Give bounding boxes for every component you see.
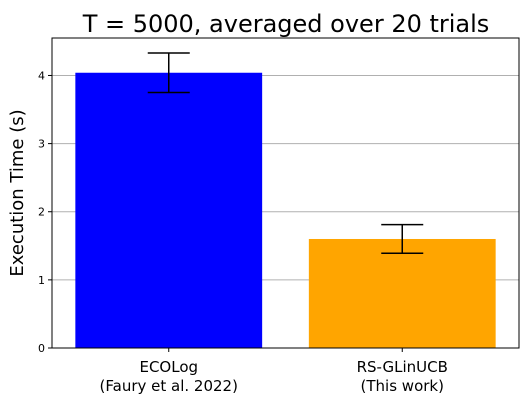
y-tick-label: 1 <box>38 274 45 287</box>
chart-title: T = 5000, averaged over 20 trials <box>82 10 490 38</box>
x-tick-label: ECOLog <box>139 358 198 376</box>
y-tick-label: 2 <box>38 206 45 219</box>
bars <box>75 72 496 348</box>
x-tick-label: RS-GLinUCB <box>357 358 448 376</box>
bar <box>75 72 263 348</box>
x-tick-label: (This work) <box>361 377 444 395</box>
error-bars <box>147 52 424 255</box>
y-axis-label: Execution Time (s) <box>7 109 28 276</box>
bar <box>308 238 496 348</box>
y-tick-label: 4 <box>38 69 45 82</box>
x-ticks: ECOLog(Faury et al. 2022) RS-GLinUCB(This… <box>100 348 448 395</box>
y-ticks: 0 1 2 3 4 <box>38 69 52 355</box>
plot-frame <box>51 37 520 349</box>
x-tick-label: (Faury et al. 2022) <box>100 377 238 395</box>
y-tick-label: 0 <box>38 342 45 355</box>
y-tick-label: 3 <box>38 138 45 151</box>
